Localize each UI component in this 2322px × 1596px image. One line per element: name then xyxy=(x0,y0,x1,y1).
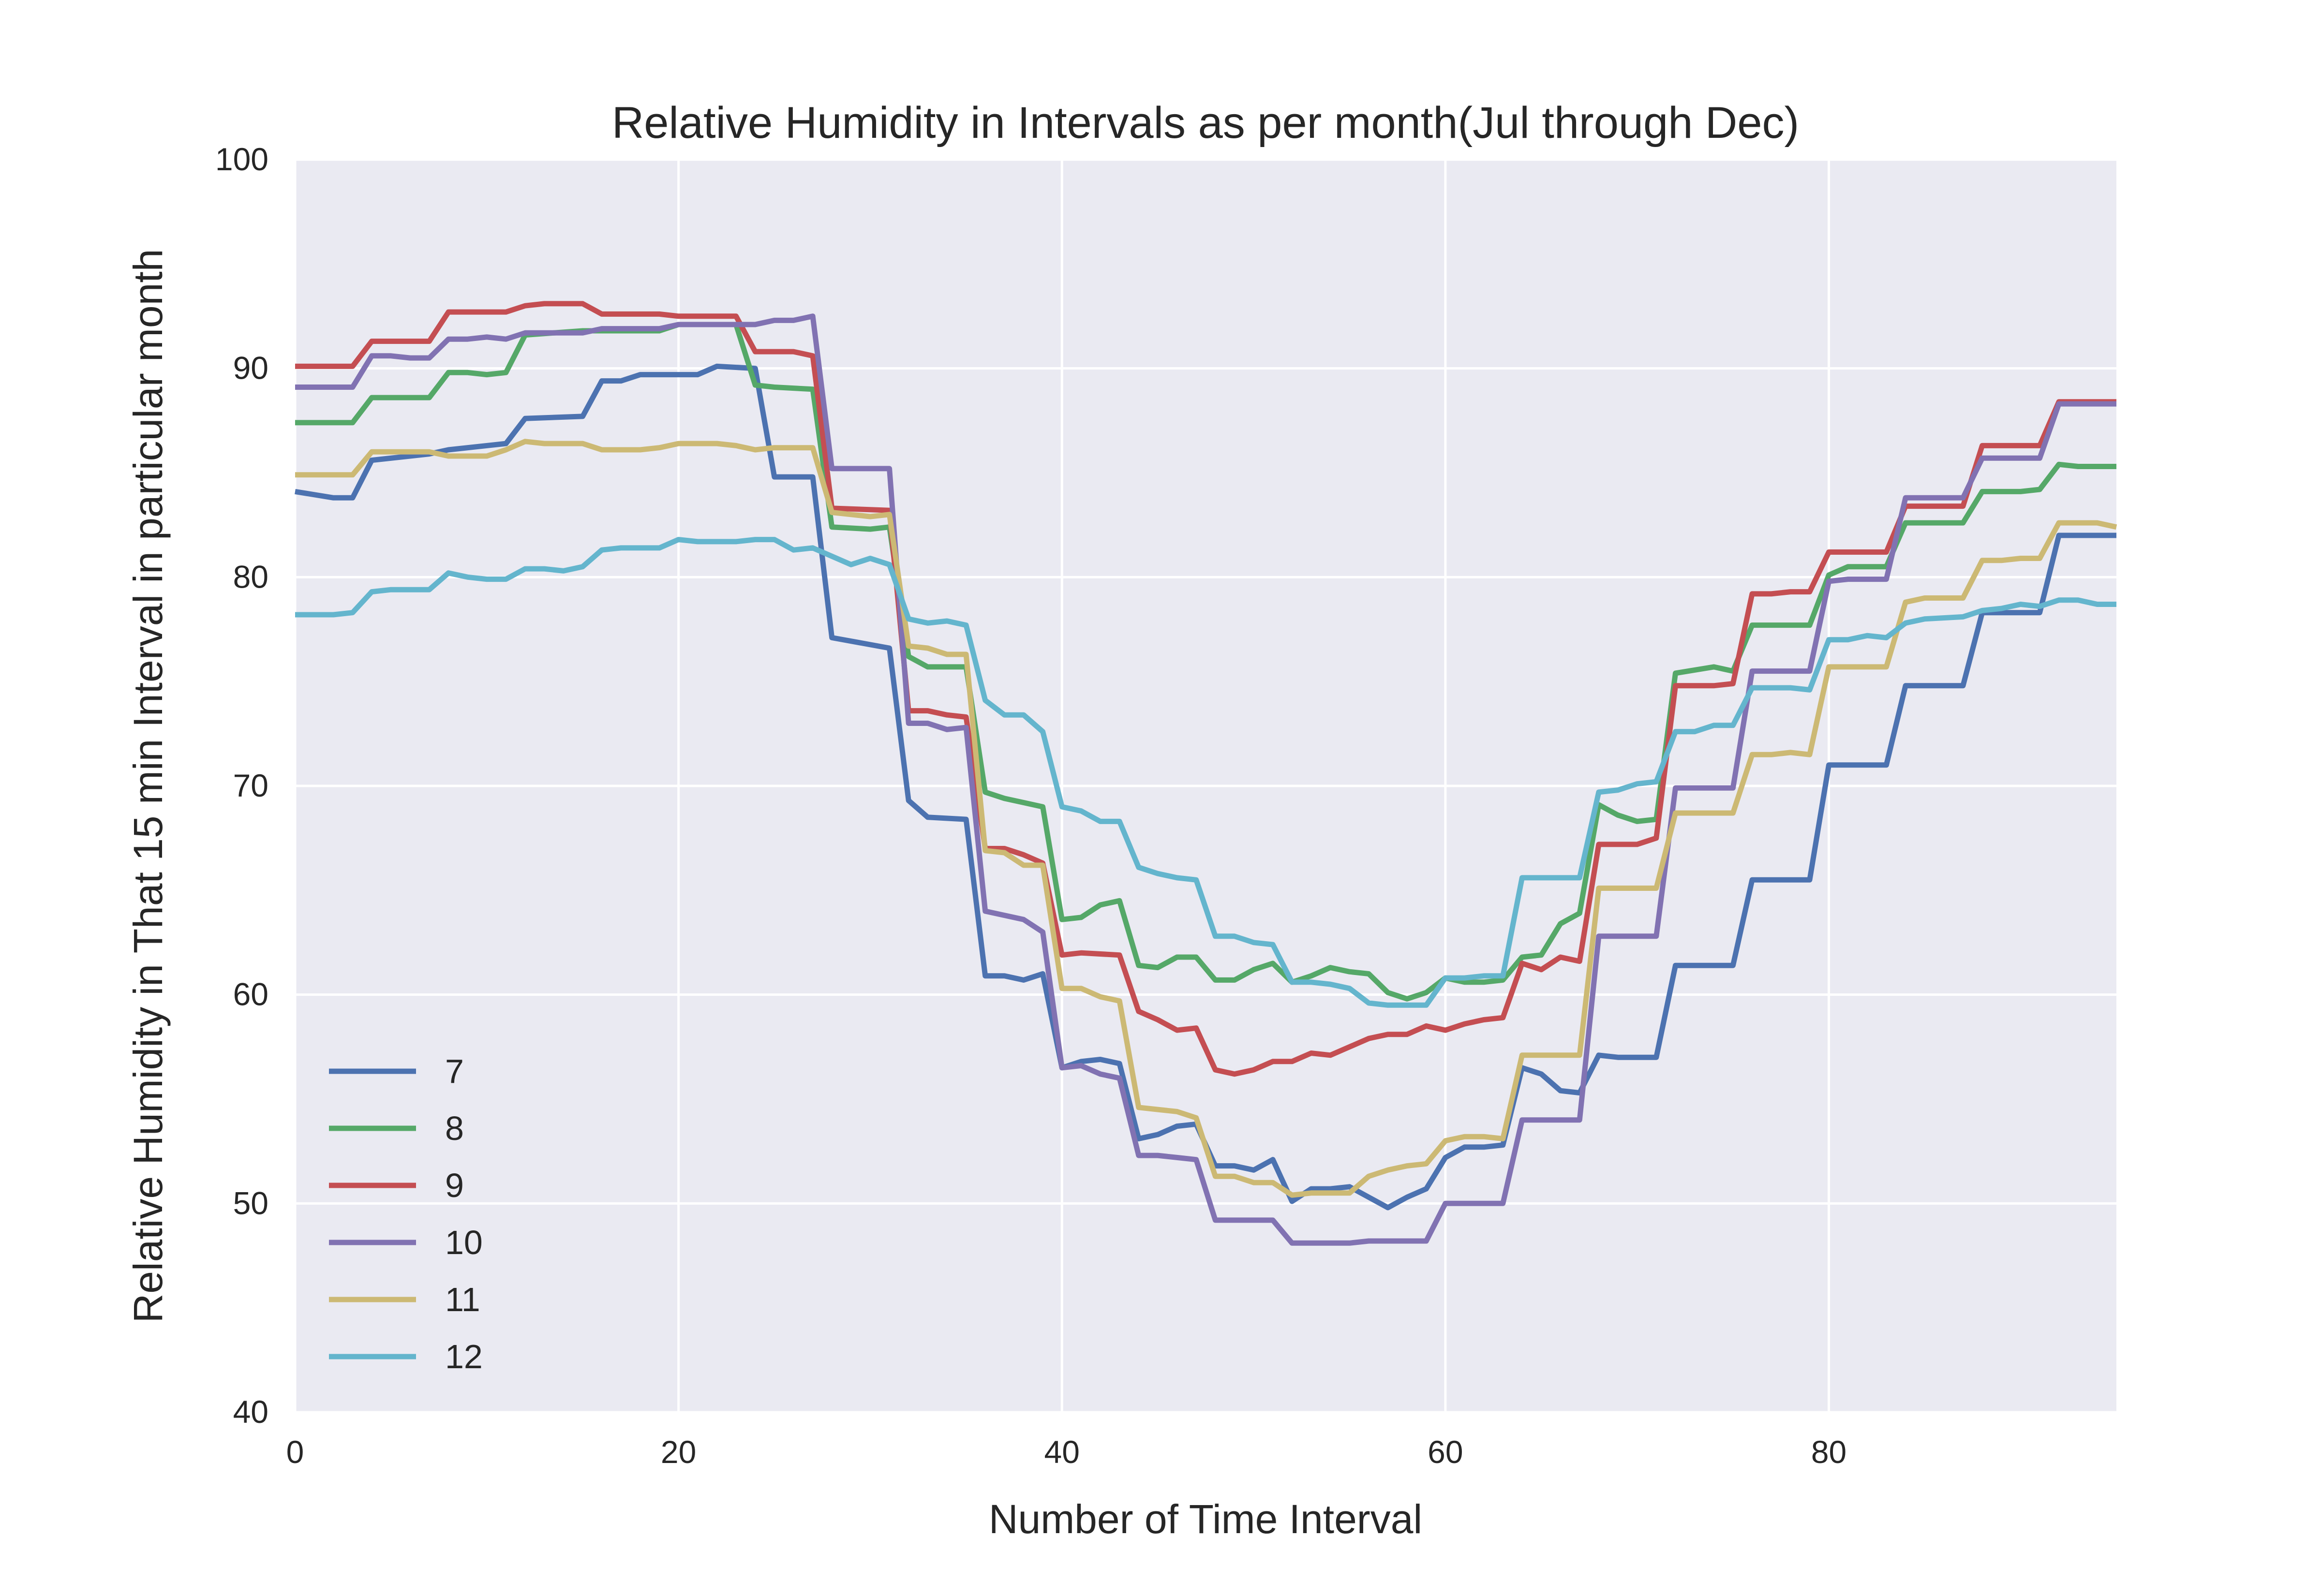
y-axis-ticks: 40 50 60 70 80 90 100 xyxy=(215,141,268,1430)
y-tick-label: 100 xyxy=(215,141,268,177)
chart-title: Relative Humidity in Intervals as per mo… xyxy=(612,98,1799,148)
legend: 7 8 9 10 11 12 xyxy=(329,1052,483,1375)
legend-label-10: 10 xyxy=(445,1224,483,1261)
y-tick-label: 50 xyxy=(233,1185,268,1221)
y-tick-label: 40 xyxy=(233,1394,268,1430)
x-tick-label: 20 xyxy=(661,1434,696,1470)
series-line-12 xyxy=(295,537,2116,1008)
x-axis-title: Number of Time Interval xyxy=(989,1496,1422,1542)
y-tick-label: 90 xyxy=(233,350,268,386)
y-axis-title: Relative Humidity in That 15 min Interva… xyxy=(125,249,171,1323)
y-tick-label: 80 xyxy=(233,559,268,594)
legend-label-12: 12 xyxy=(445,1338,483,1375)
y-tick-label: 70 xyxy=(233,768,268,803)
legend-label-7: 7 xyxy=(445,1052,464,1090)
series-line-7 xyxy=(295,363,2116,1211)
x-tick-label: 0 xyxy=(286,1434,304,1470)
legend-label-9: 9 xyxy=(445,1167,464,1204)
y-tick-label: 60 xyxy=(233,976,268,1012)
grid xyxy=(294,158,2116,1414)
x-tick-label: 80 xyxy=(1811,1434,1846,1470)
x-tick-label: 40 xyxy=(1044,1434,1080,1470)
x-axis-ticks: 0 20 40 60 80 xyxy=(286,1434,1847,1470)
series-line-11 xyxy=(295,439,2117,1198)
legend-label-11: 11 xyxy=(445,1281,480,1318)
series-line-9 xyxy=(295,301,2116,1077)
x-tick-label: 60 xyxy=(1428,1434,1463,1470)
data-series xyxy=(295,301,2117,1246)
legend-label-8: 8 xyxy=(445,1109,464,1147)
